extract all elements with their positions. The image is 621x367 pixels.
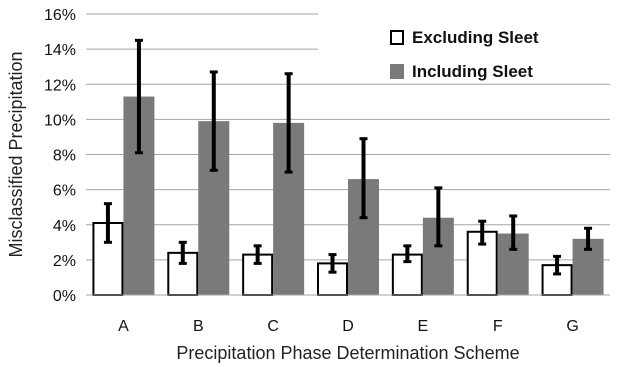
y-tick-label: 14% xyxy=(44,42,76,59)
error-bar-excluding-sleet-G xyxy=(553,254,562,276)
y-tick-label: 0% xyxy=(53,288,76,305)
x-tick-label-A: A xyxy=(118,318,129,335)
x-tick-label-G: G xyxy=(566,318,578,335)
legend-label-excluding-sleet: Excluding Sleet xyxy=(412,28,539,47)
x-tick-label-B: B xyxy=(193,318,204,335)
error-bar-excluding-sleet-A xyxy=(103,202,112,244)
error-bar-excluding-sleet-D xyxy=(328,253,337,274)
legend-label-including-sleet: Including Sleet xyxy=(412,62,533,81)
y-axis-title: Misclassified Precipitation xyxy=(6,51,26,257)
x-axis-title: Precipitation Phase Determination Scheme xyxy=(176,343,519,363)
bar-excluding-sleet-C xyxy=(242,253,274,296)
y-tick-label: 8% xyxy=(53,148,76,165)
error-bar-excluding-sleet-C xyxy=(253,244,262,265)
x-tick-label-E: E xyxy=(418,318,429,335)
y-tick-label: 6% xyxy=(53,183,76,200)
x-tick-label-D: D xyxy=(342,318,354,335)
y-tick-label: 4% xyxy=(53,218,76,235)
error-bar-including-sleet-B xyxy=(209,70,218,172)
x-tick-label-F: F xyxy=(493,318,503,335)
y-tick-label: 16% xyxy=(44,7,76,24)
error-bar-including-sleet-A xyxy=(134,38,143,155)
x-tick-label-C: C xyxy=(267,318,279,335)
error-bars xyxy=(103,38,593,276)
y-tick-labels: 0% 2% 4% 6% 8% 10% 12% 14% 16% xyxy=(44,7,76,305)
error-bar-excluding-sleet-B xyxy=(178,240,187,265)
y-tick-label: 2% xyxy=(53,253,76,270)
legend: Excluding Sleet Including Sleet xyxy=(390,28,539,81)
error-bar-including-sleet-E xyxy=(434,186,443,248)
error-bar-including-sleet-D xyxy=(359,137,368,220)
error-bar-including-sleet-F xyxy=(509,214,518,251)
y-tick-label: 12% xyxy=(44,77,76,94)
error-bar-including-sleet-G xyxy=(584,226,593,251)
error-bar-excluding-sleet-F xyxy=(478,219,487,246)
bars xyxy=(92,96,604,297)
error-bar-excluding-sleet-E xyxy=(403,244,412,264)
error-bar-including-sleet-C xyxy=(284,72,293,174)
y-tick-label: 10% xyxy=(44,112,76,129)
x-tick-labels: A B C D E F G xyxy=(118,318,579,335)
legend-swatch-including-sleet xyxy=(390,64,404,79)
legend-swatch-excluding-sleet xyxy=(390,30,404,45)
